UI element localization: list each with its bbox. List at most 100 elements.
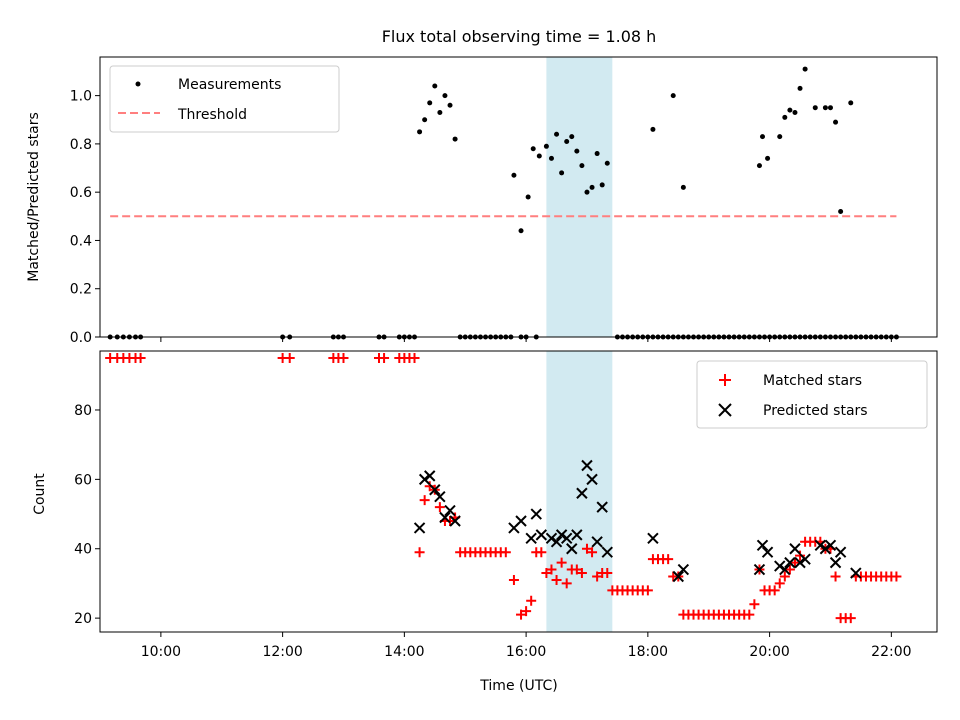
measurement-point <box>447 102 453 108</box>
measurement-point <box>827 105 833 111</box>
matched-star-point <box>541 568 552 579</box>
matched-star-point <box>744 609 755 620</box>
matched-star-point <box>845 613 856 624</box>
x-tick-label: 16:00 <box>506 644 546 660</box>
measurement-point <box>594 151 600 157</box>
measurement-point <box>518 228 524 234</box>
bottom-y-axis-label: Count <box>32 473 48 515</box>
matched-star-point <box>379 352 390 363</box>
matched-star-point <box>434 502 445 513</box>
matched-star-point <box>284 352 295 363</box>
matched-star-point <box>749 599 760 610</box>
legend-threshold: Threshold <box>177 107 247 123</box>
predicted-star-point <box>672 570 684 583</box>
measurement-point <box>564 138 570 144</box>
measurement-point <box>792 110 798 116</box>
legend-measurements: Measurements <box>178 77 281 93</box>
predicted-star-point <box>596 501 608 513</box>
matched-star-point <box>414 547 425 558</box>
measurements-legend-marker <box>135 81 141 87</box>
predicted-star-point <box>824 539 837 551</box>
measurement-point <box>525 194 531 200</box>
predicted-star-point <box>581 459 593 472</box>
measurement-point <box>437 110 443 116</box>
measurement-point <box>543 143 549 149</box>
predicted-star-point <box>819 543 832 555</box>
top-observing-window <box>546 57 613 337</box>
matched-star-point <box>774 578 785 589</box>
predicted-star-point <box>515 515 527 527</box>
predicted-star-point <box>535 529 548 541</box>
chart-title: Flux total observing time = 1.08 h <box>382 27 657 46</box>
measurement-point <box>511 172 517 178</box>
measurement-point <box>797 85 803 91</box>
count-points <box>105 352 902 624</box>
matched-legend-marker <box>719 374 731 386</box>
matched-star-point <box>587 547 598 558</box>
x-tick-label: 22:00 <box>871 644 911 660</box>
predicted-star-point <box>444 504 456 517</box>
y-tick-label: 0.4 <box>70 233 92 249</box>
y-tick-label: 40 <box>74 542 92 558</box>
measurement-point <box>579 163 585 169</box>
measurement-point <box>584 189 590 195</box>
top-legend: Measurements Threshold <box>109 65 340 133</box>
measurement-point <box>599 182 605 188</box>
x-tick-label: 20:00 <box>749 644 789 660</box>
predicted-star-point <box>814 539 827 551</box>
measurement-point <box>417 129 423 135</box>
predicted-star-point <box>784 556 796 569</box>
y-tick-label: 0.6 <box>70 185 92 201</box>
legend-predicted: Predicted stars <box>763 403 868 419</box>
predicted-star-point <box>794 556 806 569</box>
measurement-point <box>802 66 808 72</box>
x-tick-label: 14:00 <box>384 644 424 660</box>
top-legend-box <box>109 65 340 133</box>
predicted-star-point <box>449 515 461 527</box>
measurement-point <box>765 155 771 161</box>
top-y-ticks: 0.0 0.2 0.4 0.6 0.8 1.0 <box>70 89 100 346</box>
measurement-point <box>848 100 854 106</box>
measurement-point <box>838 208 844 214</box>
measurement-point <box>670 93 676 99</box>
measurement-point <box>589 184 595 190</box>
predicted-star-point <box>779 563 791 576</box>
matched-star-point <box>576 568 587 579</box>
matched-star-point <box>784 564 795 575</box>
bottom-y-ticks: 20 40 60 80 <box>74 403 100 627</box>
legend-matched: Matched stars <box>763 373 862 389</box>
matched-star-point <box>581 543 592 554</box>
predicted-star-point <box>413 522 426 534</box>
matched-star-point <box>779 571 790 582</box>
matched-star-point <box>642 585 653 596</box>
matched-star-point <box>526 595 537 606</box>
bottom-plot-frame <box>99 350 938 633</box>
measurement-point <box>680 184 686 190</box>
x-axis-label: Time (UTC) <box>479 678 557 694</box>
measurement-point <box>548 155 554 161</box>
matched-star-point <box>409 352 420 363</box>
top-y-axis-label: Matched/Predicted stars <box>26 112 42 282</box>
predicted-star-point <box>434 490 446 503</box>
predicted-star-point <box>545 532 558 545</box>
measurement-point <box>559 170 565 176</box>
matched-star-point <box>521 606 532 617</box>
matched-star-point <box>891 571 902 582</box>
measurement-point <box>422 117 428 123</box>
predicted-star-point <box>789 543 801 555</box>
measurement-point <box>536 153 542 159</box>
predicted-star-point <box>424 470 436 482</box>
predicted-star-point <box>850 567 862 579</box>
bottom-legend-box <box>696 360 928 429</box>
matched-star-point <box>445 515 456 526</box>
measurement-point <box>604 160 610 166</box>
y-tick-label: 80 <box>74 403 92 419</box>
matched-star-point <box>663 554 674 565</box>
predicted-star-point <box>571 529 583 541</box>
y-tick-label: 60 <box>74 472 92 488</box>
measurement-point <box>822 105 828 111</box>
matched-star-point <box>338 352 349 363</box>
matched-star-point <box>500 547 511 558</box>
measurement-point <box>787 107 793 113</box>
